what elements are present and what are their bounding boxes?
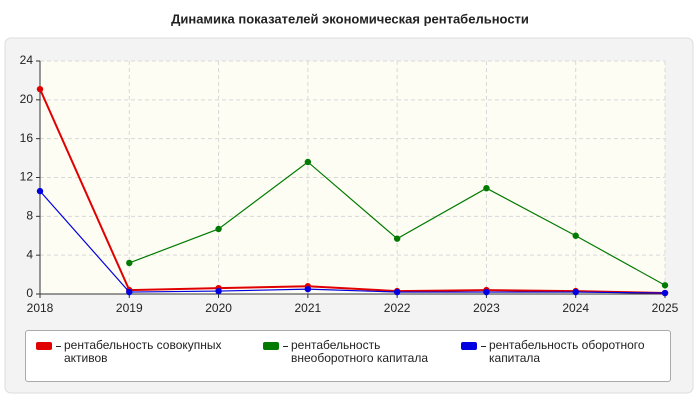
data-point <box>393 288 401 296</box>
legend-entry: рентабельность совокупных активов <box>36 339 246 365</box>
legend-label: рентабельность совокупных активов <box>64 338 222 365</box>
y-tick-label: 8 <box>26 209 33 223</box>
data-point <box>483 184 490 192</box>
data-point <box>572 232 579 239</box>
x-tick-label: 2020 <box>205 301 232 315</box>
data-point <box>36 85 44 93</box>
data-point <box>393 235 401 242</box>
data-point <box>483 288 490 296</box>
data-point <box>215 225 222 233</box>
y-tick-label: 4 <box>26 247 33 261</box>
data-point <box>304 158 312 166</box>
data-point <box>304 285 312 293</box>
data-point <box>661 282 669 289</box>
legend-label: рентабельность оборотного капитала <box>489 338 645 365</box>
y-tick-label: 12 <box>20 170 34 184</box>
legend-swatch <box>263 342 279 350</box>
series-line <box>39 190 666 294</box>
x-tick-label: 2018 <box>27 301 54 315</box>
series-line <box>39 88 666 295</box>
x-tick-label: 2024 <box>562 301 589 315</box>
y-tick-label: 24 <box>20 53 34 67</box>
data-point <box>36 187 44 195</box>
data-point <box>215 287 222 295</box>
legend-entry: рентабельность внеоборотного капитала <box>263 339 448 365</box>
x-tick-label: 2022 <box>384 301 411 315</box>
data-point <box>661 289 669 297</box>
data-point <box>126 259 133 267</box>
y-tick-label: 20 <box>20 92 34 106</box>
data-point <box>126 288 133 296</box>
chart-title: Динамика показателей экономическая рента… <box>171 11 529 26</box>
legend-entry: рентабельность оборотного капитала <box>461 339 666 365</box>
legend-dash <box>283 346 288 347</box>
x-tick-label: 2025 <box>652 301 679 315</box>
x-tick-label: 2019 <box>116 301 143 315</box>
legend-dash <box>481 346 486 347</box>
y-tick-label: 0 <box>26 286 33 300</box>
legend-swatch <box>461 342 477 350</box>
legend: рентабельность совокупных активов рентабе… <box>25 330 671 382</box>
data-point <box>572 288 579 296</box>
x-tick-label: 2021 <box>295 301 322 315</box>
x-tick-label: 2023 <box>473 301 500 315</box>
legend-label: рентабельность внеоборотного капитала <box>291 338 428 365</box>
legend-swatch <box>36 342 52 350</box>
y-tick-label: 16 <box>20 131 34 145</box>
legend-dash <box>56 346 61 347</box>
